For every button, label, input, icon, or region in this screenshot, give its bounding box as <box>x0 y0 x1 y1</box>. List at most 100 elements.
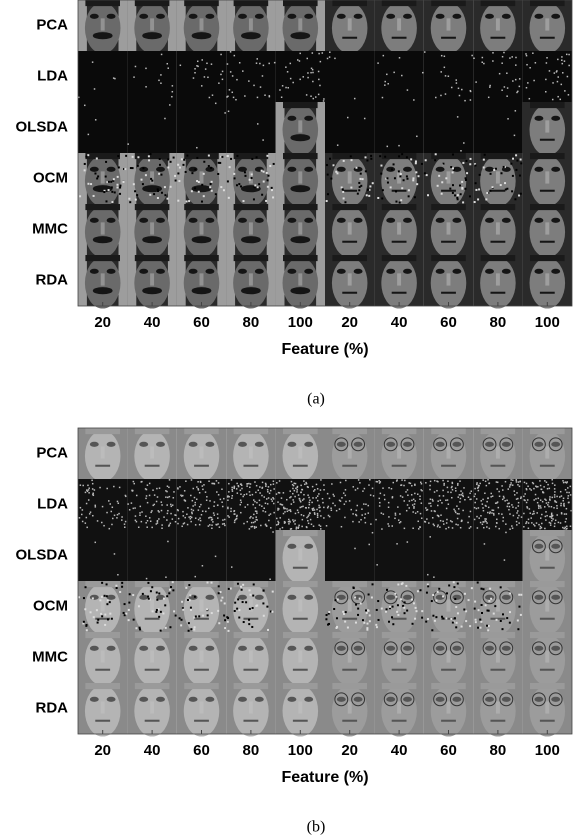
face-noise <box>469 158 471 160</box>
noise-dot <box>540 517 542 519</box>
face-eye <box>354 14 363 19</box>
noise-dot <box>306 483 308 485</box>
face-eye <box>205 442 214 447</box>
face-mustache <box>241 236 261 243</box>
face-noise <box>104 595 106 597</box>
face-noise <box>480 588 482 590</box>
face-noise <box>223 615 225 617</box>
noise-dot <box>301 489 303 491</box>
face-noise <box>251 158 253 160</box>
face-nose <box>150 599 154 611</box>
noise-dot <box>326 525 328 527</box>
face-noise <box>85 156 87 158</box>
noise-dot <box>248 80 250 82</box>
noise-dot <box>462 496 464 498</box>
noise-dot <box>293 521 295 523</box>
face-noise <box>445 177 447 179</box>
row-label: RDA <box>36 699 69 716</box>
figure: PCALDAOLSDAOCMMMCRDA20406080100204060801… <box>0 0 573 838</box>
noise-dot <box>316 509 318 511</box>
noise-dot <box>310 95 312 97</box>
face-noise <box>190 607 192 609</box>
noise-dot <box>247 504 249 506</box>
noise-dot <box>233 97 235 99</box>
noise-dot <box>503 52 505 54</box>
noise-dot <box>538 498 540 500</box>
noise-dot <box>286 508 288 510</box>
noise-dot <box>426 518 428 520</box>
face-noise <box>395 596 397 598</box>
face-noise <box>416 183 418 185</box>
noise-dot <box>208 480 210 482</box>
noise-dot <box>380 481 382 483</box>
face-noise <box>172 581 174 583</box>
noise-dot <box>253 514 255 516</box>
noise-dot <box>482 499 484 501</box>
noise-dot <box>506 72 508 74</box>
noise-dot <box>535 485 537 487</box>
noise-dot <box>506 500 508 502</box>
noise-dot <box>388 516 390 518</box>
noise-dot <box>307 494 309 496</box>
noise-dot <box>281 96 283 98</box>
face-noise <box>365 609 367 611</box>
face-noise <box>202 615 204 617</box>
face-noise <box>175 615 177 617</box>
noise-dot <box>456 79 458 81</box>
noise-dot <box>468 516 470 518</box>
noise-dot <box>256 502 258 504</box>
noise-dot <box>414 484 416 486</box>
noise-dot <box>425 507 427 509</box>
face-eye <box>551 646 560 651</box>
face-mustache <box>241 185 261 192</box>
face-noise <box>139 627 141 629</box>
face-noise <box>90 611 92 613</box>
face-noise <box>441 616 443 618</box>
noise-dot <box>217 513 219 515</box>
face-noise <box>133 183 135 185</box>
noise-dot <box>507 87 509 89</box>
face-noise <box>453 581 455 583</box>
noise-dot <box>294 496 296 498</box>
noise-dot <box>212 94 214 96</box>
face-noise <box>488 610 490 612</box>
face-eye <box>189 269 198 274</box>
face-noise <box>203 173 205 175</box>
face-noise <box>413 602 415 604</box>
face-noise <box>490 173 492 175</box>
noise-dot <box>99 487 101 489</box>
noise-dot <box>266 498 268 500</box>
noise-dot <box>224 112 226 114</box>
noise-dot <box>240 512 242 513</box>
noise-dot <box>368 512 370 514</box>
noise-dot <box>484 543 486 545</box>
face-noise <box>468 599 470 601</box>
face-noise <box>227 630 229 632</box>
face-noise <box>401 187 403 189</box>
face-eye <box>238 646 247 651</box>
noise-dot <box>294 490 296 492</box>
face-noise <box>83 621 85 623</box>
noise-dot <box>554 72 556 74</box>
face-noise <box>104 614 106 616</box>
noise-dot <box>556 508 558 510</box>
face-noise <box>122 181 124 183</box>
noise-dot <box>419 496 421 498</box>
noise-dot <box>377 62 379 64</box>
face-noise <box>365 170 367 172</box>
face-mouth <box>540 37 555 39</box>
noise-dot <box>277 501 279 503</box>
face-noise <box>181 601 183 603</box>
noise-dot <box>425 482 427 484</box>
noise-dot <box>222 71 224 73</box>
noise-dot <box>345 501 347 503</box>
face-noise <box>220 600 222 602</box>
noise-dot <box>354 548 356 550</box>
noise-dot <box>270 527 272 529</box>
noise-dot <box>470 526 472 528</box>
face-noise <box>391 168 393 170</box>
noise-dot <box>481 500 483 502</box>
face-nose <box>348 701 352 713</box>
face-mouth <box>194 618 209 620</box>
noise-dot <box>444 67 446 69</box>
